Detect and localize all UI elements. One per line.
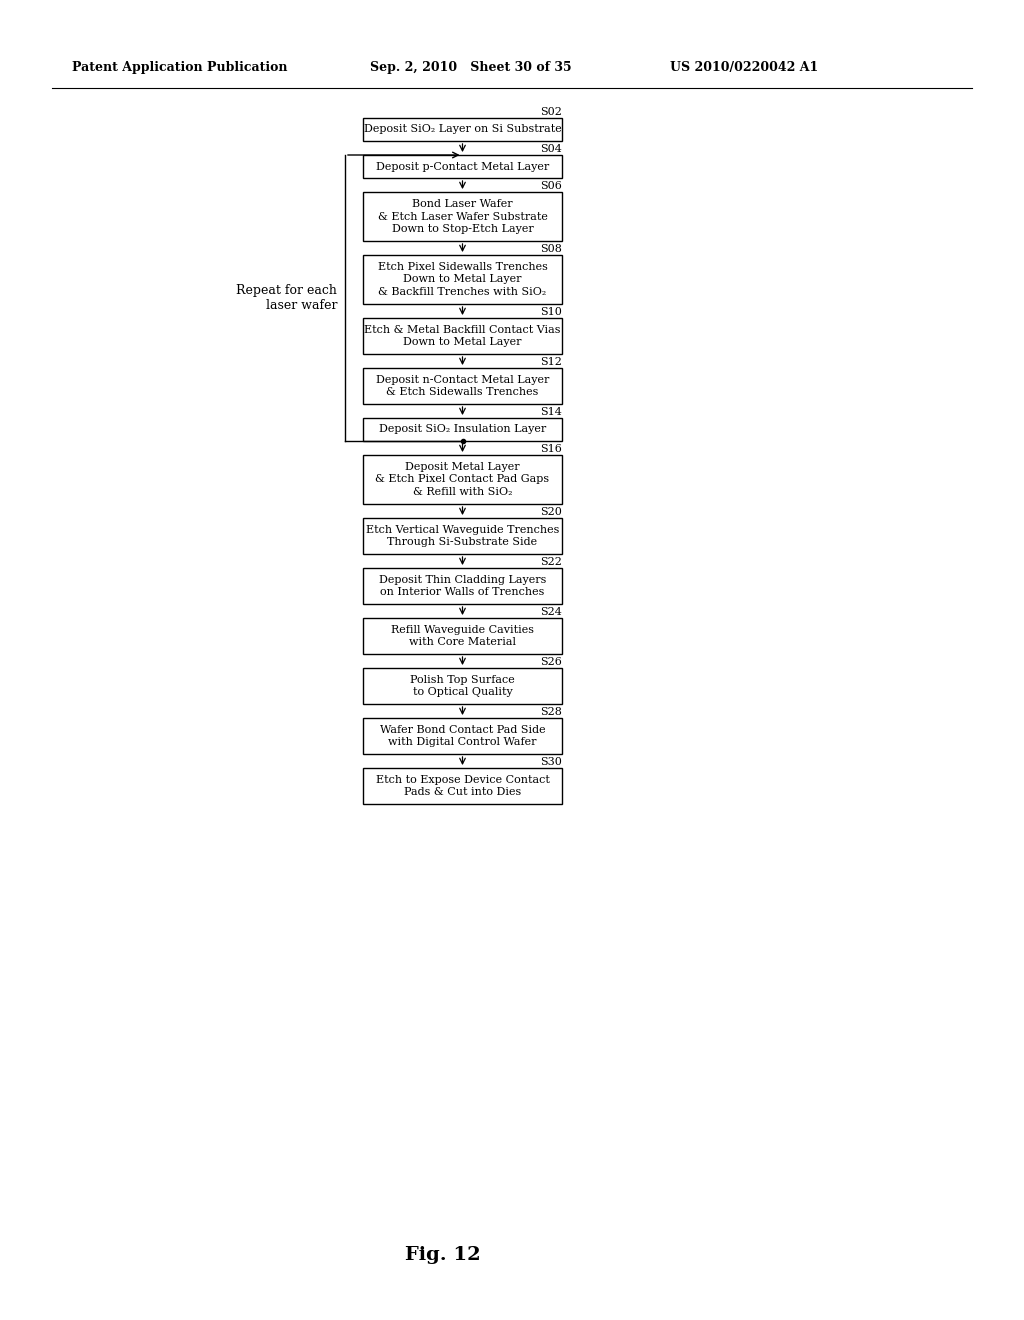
Bar	[362, 117, 562, 141]
Text: S12: S12	[540, 356, 562, 367]
Text: Deposit n-Contact Metal Layer
& Etch Sidewalls Trenches: Deposit n-Contact Metal Layer & Etch Sid…	[376, 375, 549, 397]
Bar	[362, 255, 562, 304]
Text: Etch Pixel Sidewalls Trenches
Down to Metal Layer
& Backfill Trenches with SiO₂: Etch Pixel Sidewalls Trenches Down to Me…	[378, 261, 548, 297]
Text: S06: S06	[540, 181, 562, 191]
Bar	[362, 455, 562, 504]
Text: Deposit p-Contact Metal Layer: Deposit p-Contact Metal Layer	[376, 161, 549, 172]
Text: S22: S22	[540, 557, 562, 568]
Bar	[362, 718, 562, 754]
Text: Patent Application Publication: Patent Application Publication	[72, 62, 288, 74]
Bar	[362, 318, 562, 354]
Text: S08: S08	[540, 244, 562, 253]
Text: Refill Waveguide Cavities
with Core Material: Refill Waveguide Cavities with Core Mate…	[391, 624, 534, 647]
Text: Etch & Metal Backfill Contact Vias
Down to Metal Layer: Etch & Metal Backfill Contact Vias Down …	[365, 325, 561, 347]
Text: Deposit SiO₂ Layer on Si Substrate: Deposit SiO₂ Layer on Si Substrate	[364, 124, 561, 135]
Text: S30: S30	[540, 756, 562, 767]
Text: Sep. 2, 2010   Sheet 30 of 35: Sep. 2, 2010 Sheet 30 of 35	[370, 62, 571, 74]
Text: Deposit SiO₂ Insulation Layer: Deposit SiO₂ Insulation Layer	[379, 425, 546, 434]
Text: S26: S26	[540, 657, 562, 667]
Bar	[362, 368, 562, 404]
Text: Repeat for each
laser wafer: Repeat for each laser wafer	[237, 284, 337, 312]
Bar	[362, 418, 562, 441]
Text: S14: S14	[540, 407, 562, 417]
Text: S10: S10	[540, 308, 562, 317]
Text: S02: S02	[540, 107, 562, 117]
Bar	[362, 191, 562, 242]
Text: S16: S16	[540, 444, 562, 454]
Text: S04: S04	[540, 144, 562, 154]
Text: Etch Vertical Waveguide Trenches
Through Si-Substrate Side: Etch Vertical Waveguide Trenches Through…	[366, 524, 559, 548]
Bar	[362, 568, 562, 605]
Text: US 2010/0220042 A1: US 2010/0220042 A1	[670, 62, 818, 74]
Bar	[362, 517, 562, 554]
Text: Deposit Thin Cladding Layers
on Interior Walls of Trenches: Deposit Thin Cladding Layers on Interior…	[379, 574, 546, 598]
Bar	[362, 768, 562, 804]
Text: Bond Laser Wafer
& Etch Laser Wafer Substrate
Down to Stop-Etch Layer: Bond Laser Wafer & Etch Laser Wafer Subs…	[378, 199, 548, 235]
Text: S20: S20	[540, 507, 562, 517]
Text: Wafer Bond Contact Pad Side
with Digital Control Wafer: Wafer Bond Contact Pad Side with Digital…	[380, 725, 546, 747]
Text: Deposit Metal Layer
& Etch Pixel Contact Pad Gaps
& Refill with SiO₂: Deposit Metal Layer & Etch Pixel Contact…	[376, 462, 550, 498]
Text: Fig. 12: Fig. 12	[404, 1246, 480, 1265]
Text: S28: S28	[540, 708, 562, 717]
Text: Etch to Expose Device Contact
Pads & Cut into Dies: Etch to Expose Device Contact Pads & Cut…	[376, 775, 550, 797]
Text: Polish Top Surface
to Optical Quality: Polish Top Surface to Optical Quality	[411, 675, 515, 697]
Text: S24: S24	[540, 607, 562, 616]
Bar	[362, 668, 562, 704]
Bar	[362, 154, 562, 178]
Bar	[362, 618, 562, 653]
